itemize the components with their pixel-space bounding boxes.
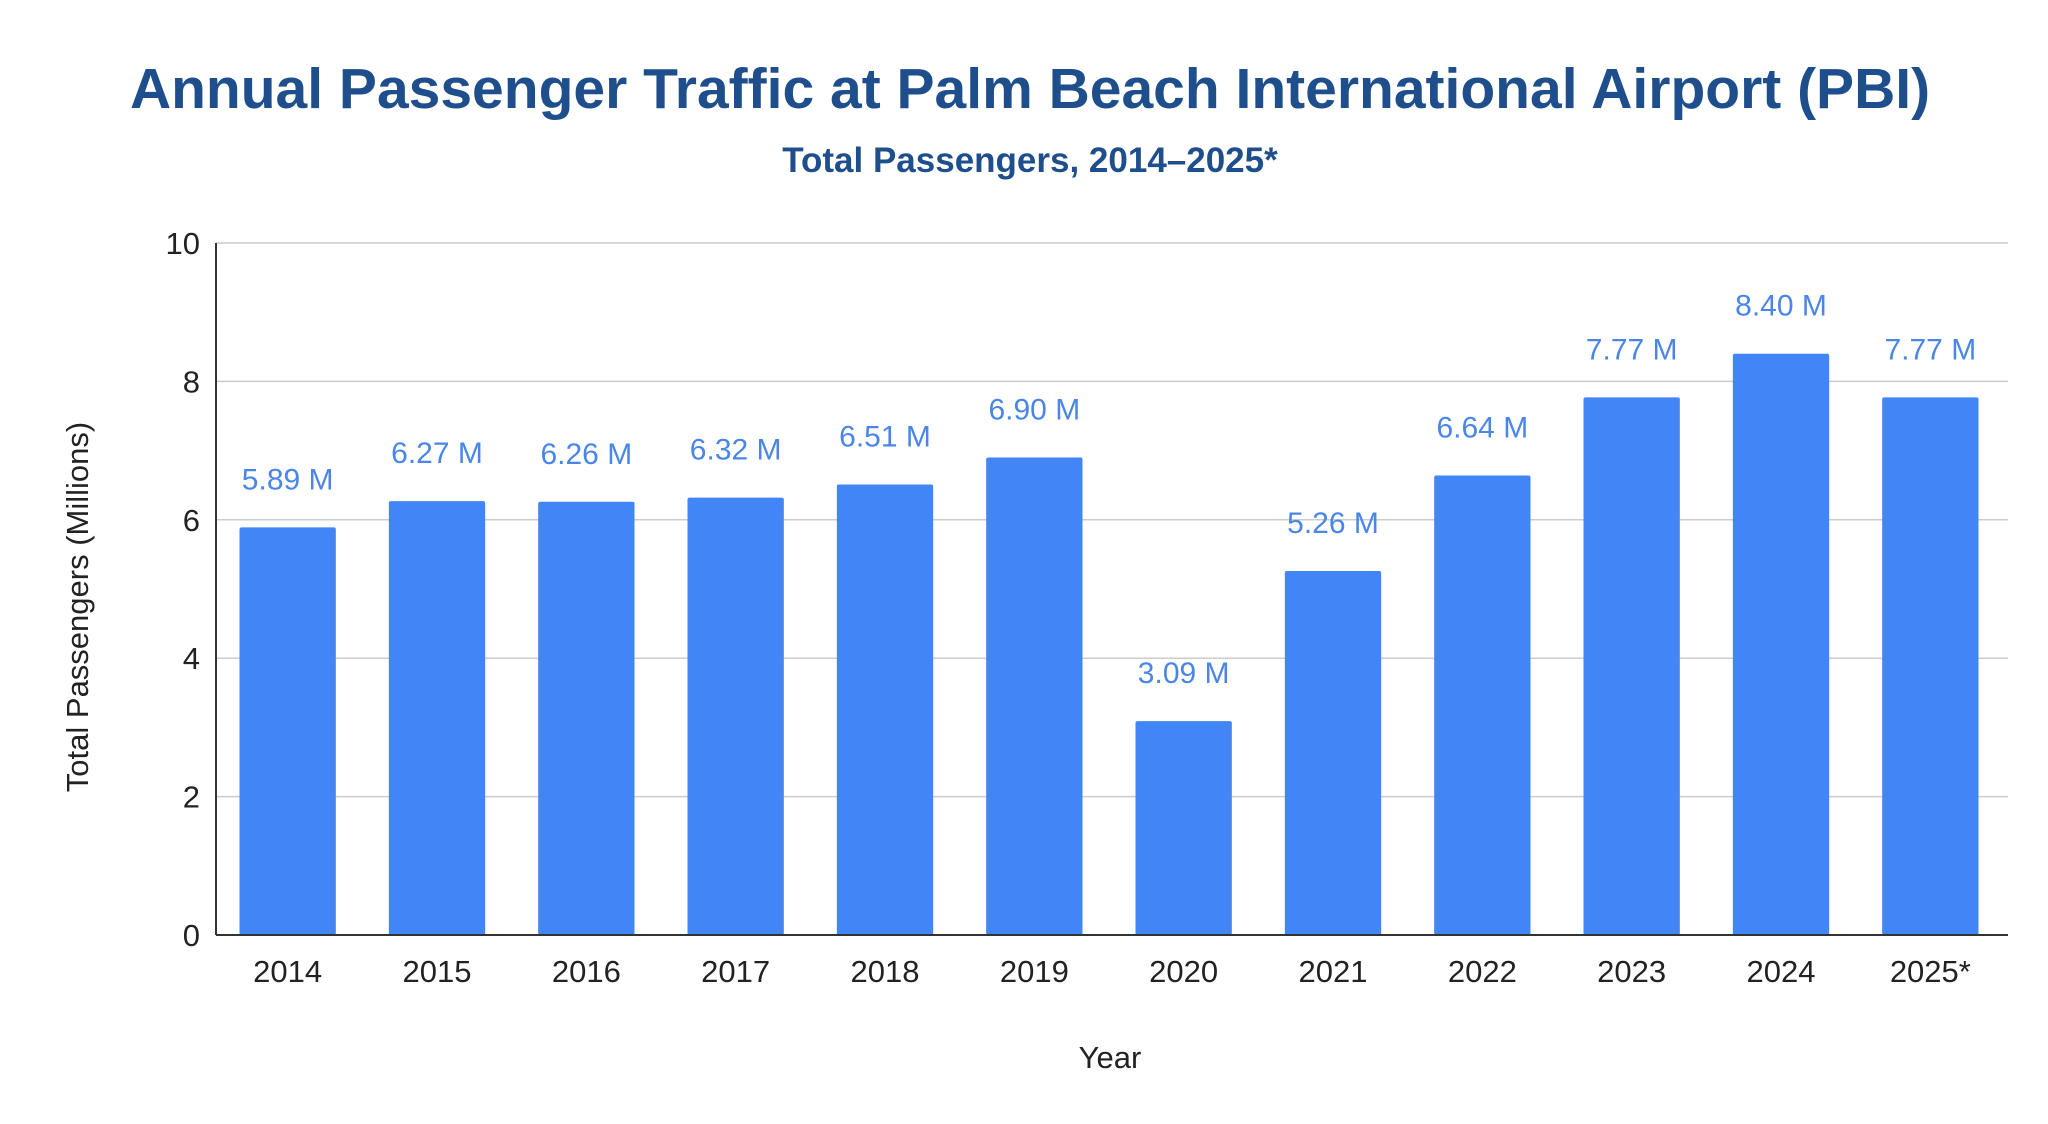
data-label: 5.89 M bbox=[242, 463, 334, 496]
bar-2025 bbox=[1882, 397, 1979, 935]
data-label: 6.90 M bbox=[988, 394, 1080, 427]
x-tick-label: 2019 bbox=[1000, 954, 1069, 989]
bar-2019 bbox=[986, 457, 1083, 935]
y-axis-title: Total Passengers (Millions) bbox=[60, 422, 95, 792]
x-tick-label: 2025* bbox=[1890, 954, 1971, 989]
data-labels: 5.89 M 6.27 M 6.26 M 6.32 M 6.51 M 6.90 M 3.09… bbox=[242, 290, 1976, 690]
data-label: 8.40 M bbox=[1735, 290, 1827, 323]
data-label: 7.77 M bbox=[1884, 333, 1976, 366]
bar-2024 bbox=[1732, 353, 1830, 936]
data-label: 3.09 M bbox=[1138, 657, 1230, 690]
x-tick-label: 2021 bbox=[1299, 954, 1368, 989]
x-tick-label: 2024 bbox=[1747, 954, 1816, 989]
data-label: 6.26 M bbox=[540, 438, 632, 471]
x-tick-label: 2020 bbox=[1149, 954, 1218, 989]
y-tick-label: 4 bbox=[183, 641, 200, 676]
y-tick-label: 6 bbox=[183, 503, 200, 538]
x-axis-title: Year bbox=[1079, 1040, 1142, 1075]
bar-2015 bbox=[388, 501, 486, 935]
x-tick-label: 2014 bbox=[253, 954, 322, 989]
bars bbox=[239, 353, 1979, 936]
data-label: 6.32 M bbox=[690, 434, 782, 467]
bar-2017 bbox=[687, 497, 784, 935]
x-tick-labels: 2014 2015 2016 2017 2018 2019 2020 2021 2022 2023… bbox=[253, 954, 1971, 989]
x-tick-label: 2023 bbox=[1597, 954, 1666, 989]
data-label: 6.64 M bbox=[1436, 412, 1528, 445]
x-tick-label: 2017 bbox=[701, 954, 770, 989]
grid-lines bbox=[216, 242, 2008, 798]
x-tick-label: 2018 bbox=[851, 954, 920, 989]
bar-2014 bbox=[239, 527, 336, 935]
y-tick-label: 8 bbox=[183, 364, 200, 399]
bar-2021 bbox=[1284, 571, 1382, 935]
y-tick-labels: 0 2 4 6 8 10 bbox=[166, 226, 200, 953]
chart-subtitle: Total Passengers, 2014–2025* bbox=[782, 141, 1278, 180]
y-tick-label: 10 bbox=[166, 226, 200, 261]
bar-2020 bbox=[1135, 721, 1232, 935]
bar-2018 bbox=[836, 484, 934, 935]
data-label: 5.26 M bbox=[1287, 507, 1379, 540]
bar-2016 bbox=[538, 501, 635, 935]
x-tick-label: 2022 bbox=[1448, 954, 1517, 989]
x-tick-label: 2016 bbox=[552, 954, 621, 989]
data-label: 7.77 M bbox=[1586, 333, 1678, 366]
data-label: 6.51 M bbox=[839, 421, 931, 454]
y-tick-label: 2 bbox=[183, 780, 200, 815]
bar-2022 bbox=[1434, 475, 1531, 935]
axes bbox=[215, 243, 2008, 936]
bar-2023 bbox=[1583, 397, 1680, 935]
data-label: 6.27 M bbox=[391, 437, 483, 470]
chart-title: Annual Passenger Traffic at Palm Beach I… bbox=[130, 57, 1930, 121]
y-tick-label: 0 bbox=[183, 918, 200, 953]
x-tick-label: 2015 bbox=[403, 954, 472, 989]
